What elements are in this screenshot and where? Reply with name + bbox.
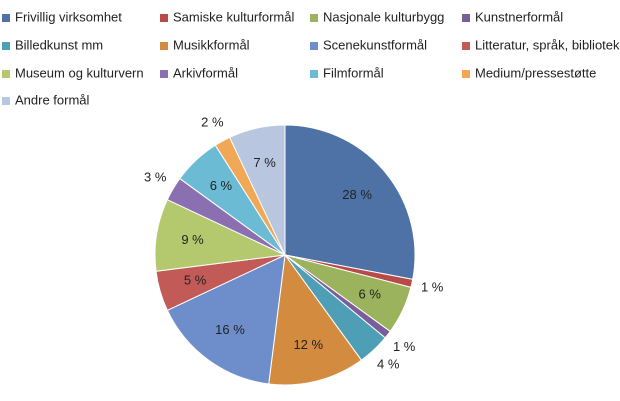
legend-swatch xyxy=(160,14,168,22)
legend-swatch xyxy=(462,70,470,78)
legend-label: Samiske kulturformål xyxy=(173,9,294,24)
data-label: 6 % xyxy=(210,178,233,193)
data-label: 1 % xyxy=(421,279,444,294)
legend-label: Billedkunst mm xyxy=(15,37,103,52)
legend-label: Filmformål xyxy=(323,65,384,80)
legend-swatch xyxy=(2,70,10,78)
legend-swatch xyxy=(2,97,10,105)
legend-swatch xyxy=(160,70,168,78)
legend-label: Arkivformål xyxy=(173,65,238,80)
legend-label: Museum og kulturvern xyxy=(15,65,144,80)
data-label: 6 % xyxy=(358,286,381,301)
data-label: 2 % xyxy=(201,114,224,129)
data-label: 3 % xyxy=(144,170,167,185)
legend-label: Andre formål xyxy=(15,92,90,107)
data-label: 28 % xyxy=(342,187,372,202)
pie-slice xyxy=(284,124,416,280)
pie-slice xyxy=(268,253,363,386)
legend-swatch xyxy=(2,42,10,50)
legend-label: Frivillig virksomhet xyxy=(15,9,122,24)
legend-swatch xyxy=(462,42,470,50)
legend-swatch xyxy=(310,14,318,22)
data-label: 1 % xyxy=(393,339,416,354)
data-label: 4 % xyxy=(377,356,400,371)
legend-label: Litteratur, språk, bibliotek xyxy=(475,37,620,52)
pie-slice xyxy=(166,254,286,385)
data-label: 12 % xyxy=(293,337,323,352)
legend-label: Scenekunstformål xyxy=(323,37,427,52)
data-label: 7 % xyxy=(253,155,276,170)
legend-swatch xyxy=(310,70,318,78)
data-label: 9 % xyxy=(181,232,204,247)
legend-swatch xyxy=(160,42,168,50)
legend-label: Nasjonale kulturbygg xyxy=(323,9,444,24)
pie-slice xyxy=(228,124,286,256)
legend-label: Musikkformål xyxy=(173,37,250,52)
legend-swatch xyxy=(462,14,470,22)
legend-label: Medium/pressestøtte xyxy=(475,65,596,80)
legend-swatch xyxy=(2,14,10,22)
data-label: 5 % xyxy=(184,273,207,288)
legend-swatch xyxy=(310,42,318,50)
data-label: 16 % xyxy=(215,322,245,337)
legend-label: Kunstnerformål xyxy=(475,9,563,24)
